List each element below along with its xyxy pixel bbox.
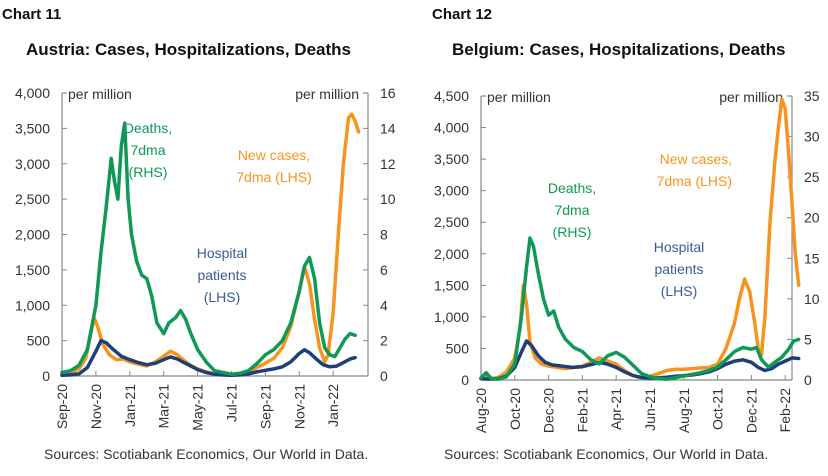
series-line-deaths <box>60 121 357 376</box>
chart-12-panel: Chart 12 Belgium: Cases, Hospitalization… <box>414 0 828 476</box>
series-annotation-deaths: Deaths, 7dma (RHS) <box>548 180 596 240</box>
y-left-tick-label: 1,500 <box>434 277 469 293</box>
x-tick-label: Apr-21 <box>608 388 624 430</box>
x-tick-label: Sep-21 <box>257 384 273 429</box>
y-right-unit-label: per million <box>295 86 359 102</box>
annotation-line: Deaths, <box>548 180 596 196</box>
y-left-tick-label: 2,500 <box>15 191 50 207</box>
y-right-tick-label: 0 <box>804 372 812 388</box>
x-tick-label: Jan-21 <box>122 384 138 427</box>
x-tick-label: Oct-21 <box>710 388 726 430</box>
y-left-tick-label: 1,000 <box>15 297 50 313</box>
y-right-tick-label: 8 <box>380 227 388 243</box>
y-right-tick-label: 10 <box>804 291 820 307</box>
chart-title: Austria: Cases, Hospitalizations, Deaths <box>26 40 351 59</box>
y-left-tick-label: 4,000 <box>15 85 50 101</box>
y-left-tick-label: 2,000 <box>15 227 50 243</box>
annotation-line: patients <box>197 267 246 283</box>
chart-11-panel: Chart 11 Austria: Cases, Hospitalization… <box>2 6 396 462</box>
y-right-tick-label: 2 <box>380 333 388 349</box>
chart-source: Sources: Scotiabank Economics, Our World… <box>444 446 769 462</box>
x-tick-label: Jan-22 <box>325 384 341 427</box>
series-annotation-cases: New cases, 7dma (LHS) <box>236 147 311 185</box>
y-left-tick-label: 3,500 <box>15 120 50 136</box>
annotation-line: Hospital <box>197 245 248 261</box>
y-left-unit-label: per million <box>68 86 132 102</box>
y-left-tick-label: 3,000 <box>434 183 469 199</box>
x-tick-label: Dec-20 <box>541 388 557 433</box>
x-tick-label: Jun-21 <box>642 388 658 431</box>
y-left-tick-label: 1,000 <box>434 309 469 325</box>
annotation-line: (RHS) <box>553 224 592 240</box>
y-right-tick-label: 0 <box>380 368 388 384</box>
x-tick-label: Mar-21 <box>156 384 172 429</box>
annotation-line: 7dma <box>554 202 589 218</box>
x-tick-label: Aug-21 <box>676 388 692 433</box>
chart-source: Sources: Scotiabank Economics, Our World… <box>44 446 369 462</box>
x-tick-label: Nov-20 <box>88 384 104 429</box>
annotation-line: (LHS) <box>661 283 698 299</box>
annotation-line: Hospital <box>654 239 705 255</box>
y-right-tick-label: 15 <box>804 250 820 266</box>
series-line-cases <box>479 97 801 381</box>
series-annotation-deaths: Deaths, 7dma (RHS) <box>124 120 172 180</box>
y-left-tick-label: 1,500 <box>15 262 50 278</box>
y-left-unit-label: per million <box>487 89 551 105</box>
y-left-tick-label: 2,500 <box>434 214 469 230</box>
series-annotation-hospital: Hospital patients (LHS) <box>654 239 705 299</box>
annotation-line: (RHS) <box>129 164 168 180</box>
series-annotation-hospital: Hospital patients (LHS) <box>197 245 248 305</box>
chart-11-plot: 0 500 1,000 1,500 2,000 2,500 3,000 3,500 4,000 0… <box>15 85 396 431</box>
y-right-tick-label: 14 <box>380 120 396 136</box>
series-annotation-cases: New cases, 7dma (LHS) <box>657 151 732 189</box>
y-left-tick-label: 3,000 <box>15 156 50 172</box>
x-tick-label: Feb-22 <box>777 388 793 433</box>
y-right-tick-label: 16 <box>380 85 396 101</box>
y-right-tick-label: 10 <box>380 191 396 207</box>
y-right-tick-label: 35 <box>804 88 820 104</box>
y-right-tick-label: 5 <box>804 331 812 347</box>
y-left-tick-label: 4,500 <box>434 88 469 104</box>
series-line-deaths <box>479 236 801 381</box>
y-right-tick-label: 30 <box>804 129 820 145</box>
chart-number: Chart 12 <box>432 6 493 23</box>
y-left-tick-label: 3,500 <box>434 151 469 167</box>
x-tick-label: Sep-20 <box>54 384 70 429</box>
x-tick-label: Feb-21 <box>574 388 590 433</box>
y-left-tick-label: 0 <box>461 372 469 388</box>
y-left-tick-label: 2,000 <box>434 246 469 262</box>
x-tick-label: Aug-20 <box>473 388 489 433</box>
annotation-line: 7dma (LHS) <box>657 173 732 189</box>
x-tick-label: Dec-21 <box>743 388 759 433</box>
chart-title: Belgium: Cases, Hospitalizations, Deaths <box>452 40 786 59</box>
y-left-tick-label: 500 <box>27 333 51 349</box>
y-right-tick-label: 25 <box>804 169 820 185</box>
y-left-tick-label: 0 <box>42 368 50 384</box>
annotation-line: New cases, <box>238 147 310 163</box>
annotation-line: patients <box>654 261 703 277</box>
chart-number: Chart 11 <box>2 6 62 23</box>
series-line-hospital <box>479 339 801 381</box>
annotation-line: Deaths, <box>124 120 172 136</box>
y-right-tick-label: 6 <box>380 262 388 278</box>
y-left-tick-label: 4,000 <box>434 120 469 136</box>
y-left-tick-label: 500 <box>446 340 470 356</box>
x-tick-label: May-21 <box>190 384 206 431</box>
annotation-line: New cases, <box>660 151 732 167</box>
y-right-tick-label: 20 <box>804 210 820 226</box>
annotation-line: 7dma (LHS) <box>236 169 311 185</box>
y-right-tick-label: 12 <box>380 156 396 172</box>
y-right-tick-label: 4 <box>380 297 388 313</box>
annotation-line: (LHS) <box>204 289 241 305</box>
x-tick-label: Nov-21 <box>291 384 307 429</box>
annotation-line: 7dma <box>130 142 165 158</box>
x-tick-label: Jul-21 <box>224 384 240 422</box>
y-right-unit-label: per million <box>719 89 783 105</box>
series-line-hospital <box>60 338 357 378</box>
chart-12-plot: 0 500 1,000 1,500 2,000 2,500 3,000 3,500 4,000 4… <box>434 88 820 433</box>
x-tick-label: Oct-20 <box>507 388 523 430</box>
